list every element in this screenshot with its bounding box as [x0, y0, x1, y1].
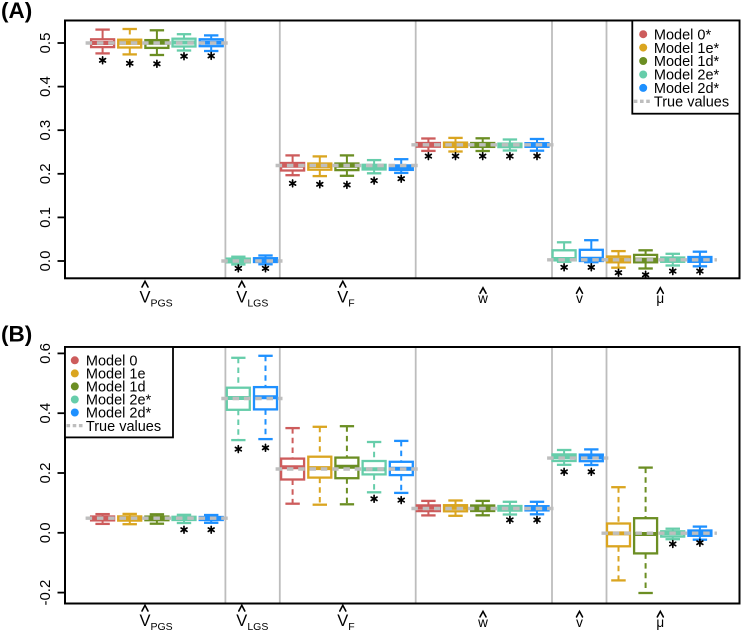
svg-text:w: w [477, 615, 488, 630]
svg-text:True values: True values [86, 419, 161, 435]
svg-text:(B): (B) [1, 322, 32, 347]
svg-text:Model 1d: Model 1d [86, 380, 146, 396]
svg-text:v: v [576, 291, 583, 306]
svg-text:μ: μ [656, 291, 664, 306]
svg-text:v: v [576, 615, 583, 630]
svg-text:Model 0: Model 0 [86, 354, 138, 370]
svg-text:True values: True values [654, 95, 729, 111]
svg-text:-0.2: -0.2 [37, 580, 54, 606]
svg-text:Model 0*: Model 0* [654, 27, 712, 43]
svg-text:w: w [477, 291, 488, 306]
svg-text:0.5: 0.5 [37, 33, 54, 54]
svg-text:0.1: 0.1 [37, 207, 54, 228]
svg-text:0.4: 0.4 [37, 76, 54, 97]
svg-text:μ: μ [656, 615, 664, 630]
svg-text:0.2: 0.2 [37, 163, 54, 184]
svg-text:0.3: 0.3 [37, 120, 54, 141]
svg-text:Model 1e*: Model 1e* [654, 41, 720, 57]
svg-text:0.6: 0.6 [37, 343, 54, 364]
svg-text:Model 2d*: Model 2d* [86, 406, 152, 422]
svg-text:Model 2e*: Model 2e* [86, 393, 152, 409]
svg-text:Model 2e*: Model 2e* [654, 68, 720, 84]
svg-text:0.2: 0.2 [37, 463, 54, 484]
svg-text:Model 1d*: Model 1d* [654, 54, 720, 70]
svg-text:(A): (A) [1, 0, 32, 23]
svg-text:0.0: 0.0 [37, 251, 54, 272]
svg-text:0.0: 0.0 [37, 522, 54, 543]
svg-text:Model 2d*: Model 2d* [654, 81, 720, 97]
svg-text:Model 1e: Model 1e [86, 367, 146, 383]
svg-text:0.4: 0.4 [37, 403, 54, 424]
